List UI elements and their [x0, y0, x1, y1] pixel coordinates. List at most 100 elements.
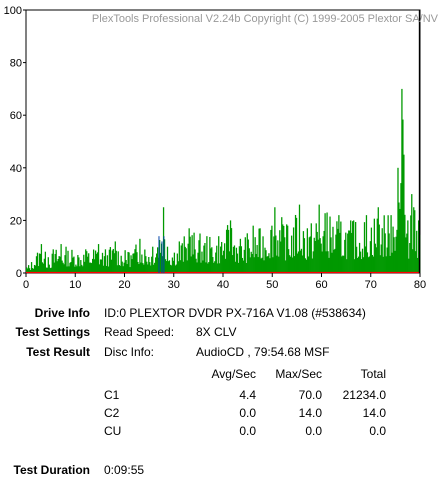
c1-bar	[205, 262, 207, 273]
c1-bar	[126, 264, 128, 273]
c1-bar	[331, 252, 333, 273]
c1-bar	[88, 253, 90, 273]
disc-info-value: AudioCD , 79:54.68 MSF	[196, 345, 330, 359]
c1-bar	[409, 243, 411, 273]
c1-bar	[304, 258, 307, 273]
c1-bar	[108, 249, 111, 273]
c1-bar	[322, 236, 324, 273]
c1-bar	[278, 256, 280, 273]
c1-bar	[292, 227, 295, 273]
c1-bar	[71, 249, 73, 273]
c1-bar	[270, 229, 272, 273]
c1-bar	[265, 250, 267, 273]
c1-bar	[76, 266, 78, 273]
c1-bar	[193, 232, 195, 273]
c1-bar	[335, 234, 337, 273]
c1-bar	[392, 226, 394, 273]
c1-bar	[164, 259, 167, 273]
c1-bar	[336, 221, 338, 273]
c1-bar	[354, 221, 357, 273]
x-tick-label: 70	[365, 279, 377, 291]
c1-bar	[184, 246, 186, 273]
c1-bar	[86, 251, 88, 273]
c1-bar	[349, 230, 351, 273]
c1-bar	[189, 236, 191, 273]
row-max: 14.0	[298, 406, 322, 420]
c1-bar	[133, 253, 135, 273]
c1-bar	[80, 260, 82, 273]
c1-bar	[79, 266, 81, 273]
c1-bar	[290, 235, 293, 273]
c1-bar	[168, 260, 171, 273]
c1-bar	[70, 261, 72, 273]
c1-bar	[102, 265, 105, 273]
c1-bar	[373, 218, 375, 273]
c1-bar	[391, 252, 393, 273]
y-tick-label: 60	[10, 110, 22, 122]
c1-bar	[194, 249, 196, 273]
c1-bar	[353, 220, 355, 273]
c1-bar	[139, 238, 141, 273]
c1-bar	[48, 264, 50, 273]
c1-bar	[416, 230, 418, 273]
c1-bar	[385, 256, 387, 273]
c1-bar	[400, 183, 402, 273]
c1-bar	[30, 262, 33, 273]
c1-bar	[298, 204, 301, 273]
c1-bar	[199, 233, 201, 273]
c1-bar	[223, 243, 226, 273]
c1-bar	[209, 236, 211, 273]
c1-bar	[274, 207, 276, 273]
c1-bar	[243, 249, 245, 273]
c1-bar	[49, 268, 51, 273]
x-tick-label: 50	[266, 279, 278, 291]
c1-bar	[82, 266, 84, 273]
c1-bar	[107, 266, 110, 273]
c1-bar	[363, 222, 366, 273]
c1-bar	[31, 268, 34, 273]
c1-bar	[303, 238, 306, 273]
c1-bar	[146, 261, 148, 273]
c1-bar	[211, 247, 213, 273]
c1-bar	[150, 265, 152, 273]
c1-bar	[252, 225, 254, 273]
c1-bar	[62, 262, 64, 273]
c1-bar	[382, 256, 384, 273]
test-duration-label: Test Duration	[13, 463, 90, 477]
c1-bar	[375, 247, 377, 273]
c1-bar	[295, 217, 298, 273]
c1-bar	[111, 250, 113, 273]
c1-bar	[155, 257, 157, 273]
c1-bar	[106, 255, 109, 273]
c1-bar	[113, 253, 115, 273]
c1-bar	[328, 257, 330, 273]
c1-bar	[384, 233, 386, 273]
c1-bar	[258, 228, 260, 273]
c1-bar	[33, 264, 36, 273]
x-tick-label: 10	[69, 279, 81, 291]
c1-bar	[29, 270, 32, 273]
c1-bar	[129, 267, 131, 273]
c1-bar	[365, 215, 368, 273]
c1-bar	[77, 255, 79, 273]
c1-bar	[225, 229, 228, 273]
c1-bar	[197, 252, 199, 273]
c1-bar	[166, 246, 169, 273]
c1-bar	[231, 255, 234, 273]
c1-bar	[185, 248, 187, 273]
c1-bar	[329, 216, 331, 273]
c1-bar	[55, 249, 57, 273]
c1-bar	[121, 261, 123, 273]
c1-bar	[238, 246, 241, 273]
c1-bar	[204, 243, 206, 273]
c1-bar	[116, 265, 118, 273]
c1-bar	[136, 252, 138, 273]
c1-bar	[119, 265, 121, 273]
c1-bar	[346, 259, 348, 273]
c1-bar	[130, 255, 132, 273]
c1-bar	[386, 247, 388, 273]
c1-bar	[90, 262, 92, 273]
c1-bar	[132, 253, 134, 273]
c1-bar	[260, 258, 262, 273]
c1-bar	[380, 244, 382, 273]
